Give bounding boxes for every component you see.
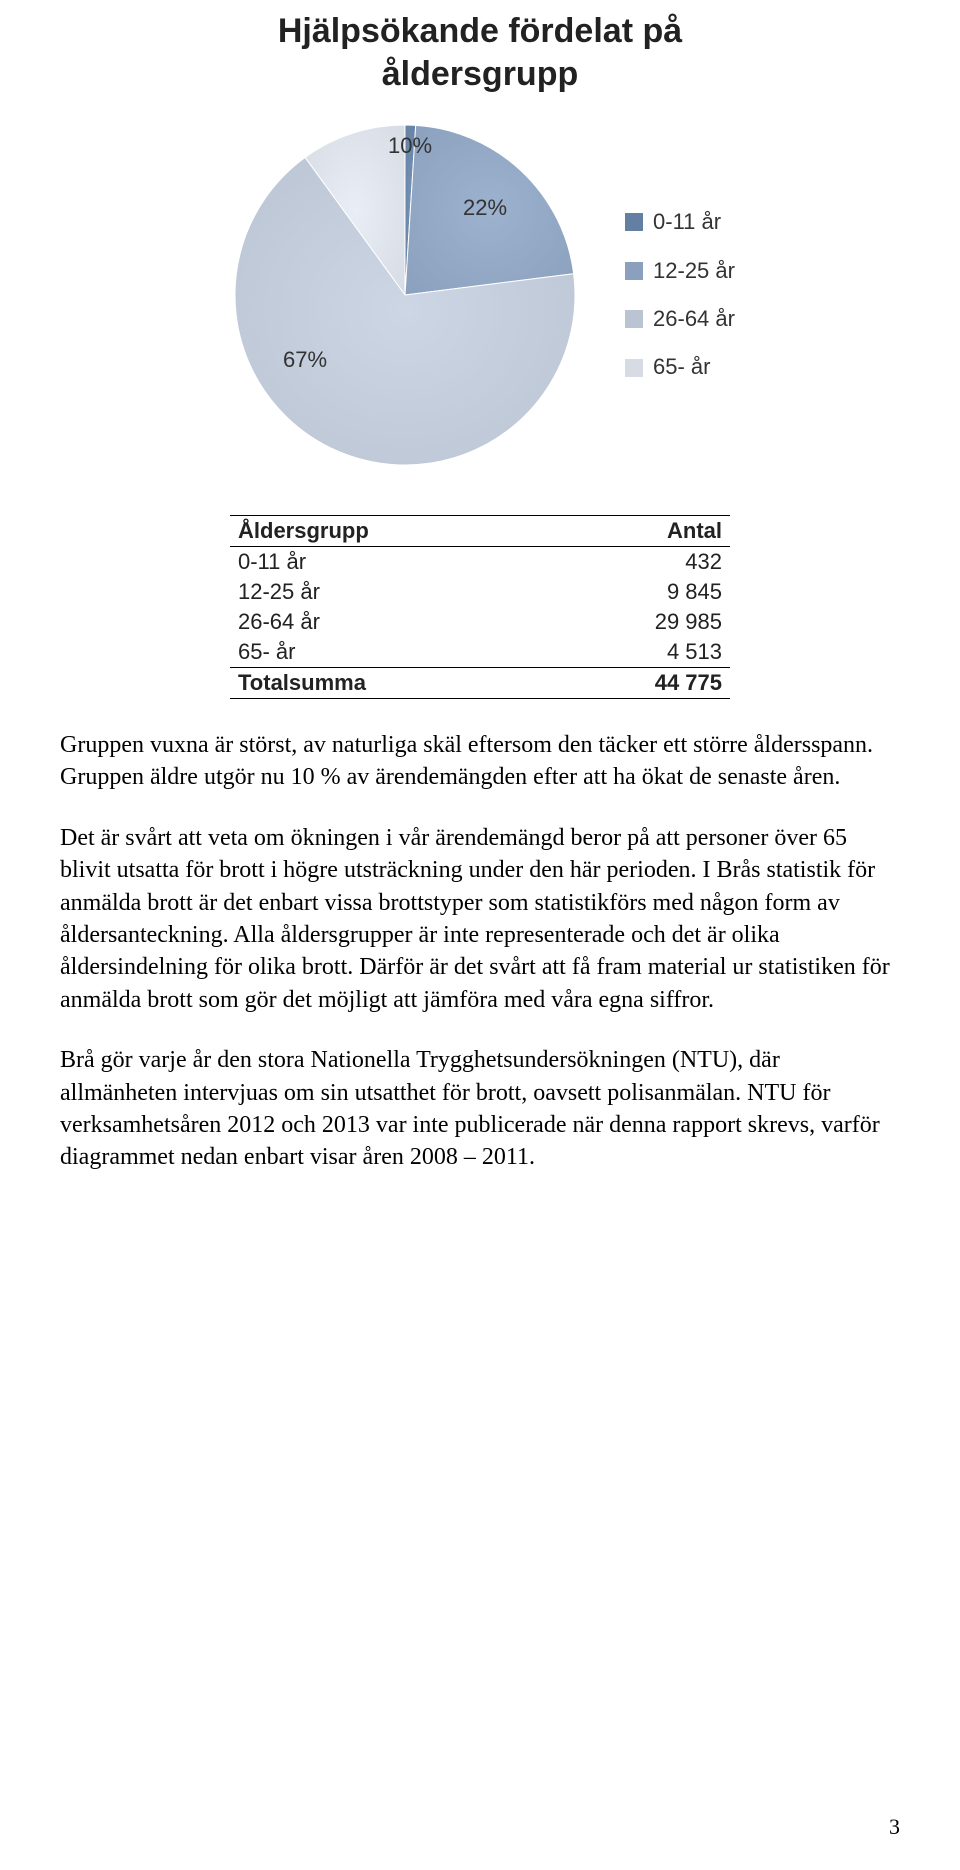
pie-slice-label: 67% bbox=[283, 347, 327, 373]
legend-item: 65- år bbox=[625, 343, 735, 391]
legend-swatch bbox=[625, 213, 643, 231]
chart-title-line2: åldersgrupp bbox=[382, 55, 578, 93]
legend-label: 65- år bbox=[653, 343, 710, 391]
legend-label: 0-11 år bbox=[653, 198, 721, 246]
age-group-table: Åldersgrupp Antal 0-11 år43212-25 år9 84… bbox=[230, 515, 730, 699]
legend-swatch bbox=[625, 262, 643, 280]
legend-label: 12-25 år bbox=[653, 247, 735, 295]
table-cell-label: 0-11 år bbox=[230, 547, 530, 578]
paragraph: Brå gör varje år den stora Nationella Tr… bbox=[60, 1044, 900, 1174]
pie-slice-label: 22% bbox=[463, 195, 507, 221]
table-header-row: Åldersgrupp Antal bbox=[230, 516, 730, 547]
table-cell-value: 432 bbox=[530, 547, 730, 578]
body-text: Gruppen vuxna är störst, av naturliga sk… bbox=[60, 729, 900, 1174]
pie-row: 10% 22% 67% 0-11 år12-25 år26-64 år65- år bbox=[130, 115, 830, 475]
pie-chart: 10% 22% 67% bbox=[225, 115, 585, 475]
pie-slice-label: 10% bbox=[388, 133, 432, 159]
paragraph: Gruppen vuxna är störst, av naturliga sk… bbox=[60, 729, 900, 794]
table-cell-label: 26-64 år bbox=[230, 607, 530, 637]
table-row: 65- år4 513 bbox=[230, 637, 730, 668]
legend-label: 26-64 år bbox=[653, 295, 735, 343]
paragraph: Det är svårt att veta om ökningen i vår … bbox=[60, 822, 900, 1016]
legend-swatch bbox=[625, 359, 643, 377]
table-cell-label: 12-25 år bbox=[230, 577, 530, 607]
table-header-label: Åldersgrupp bbox=[230, 516, 530, 547]
legend-item: 26-64 år bbox=[625, 295, 735, 343]
chart-legend: 0-11 år12-25 år26-64 år65- år bbox=[625, 198, 735, 392]
chart-title: Hjälpsökande fördelat på åldersgrupp bbox=[130, 10, 830, 95]
pie-svg bbox=[225, 115, 585, 475]
age-distribution-chart: Hjälpsökande fördelat på åldersgrupp 10%… bbox=[130, 10, 830, 475]
legend-swatch bbox=[625, 310, 643, 328]
legend-item: 0-11 år bbox=[625, 198, 735, 246]
table-row: 12-25 år9 845 bbox=[230, 577, 730, 607]
table-cell-value: 4 513 bbox=[530, 637, 730, 668]
page-number: 3 bbox=[889, 1814, 900, 1840]
table-total-row: Totalsumma44 775 bbox=[230, 668, 730, 699]
table-cell-value: 9 845 bbox=[530, 577, 730, 607]
table-cell-value: 29 985 bbox=[530, 607, 730, 637]
table-header-value: Antal bbox=[530, 516, 730, 547]
table-total-label: Totalsumma bbox=[230, 668, 530, 699]
table-total-value: 44 775 bbox=[530, 668, 730, 699]
table-row: 26-64 år29 985 bbox=[230, 607, 730, 637]
document-page: Hjälpsökande fördelat på åldersgrupp 10%… bbox=[0, 10, 960, 1870]
chart-title-line1: Hjälpsökande fördelat på bbox=[278, 12, 682, 50]
legend-item: 12-25 år bbox=[625, 247, 735, 295]
table-row: 0-11 år432 bbox=[230, 547, 730, 578]
table-cell-label: 65- år bbox=[230, 637, 530, 668]
